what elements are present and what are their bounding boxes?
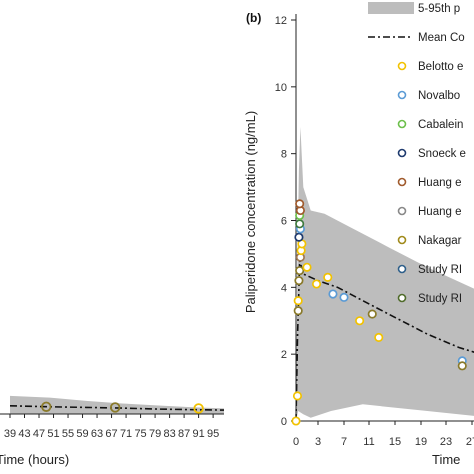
panel-b-x-tick-label: 23: [440, 436, 452, 448]
panel-b-x-tick-label: 11: [363, 436, 374, 448]
panel-b-y-tick-label: 0: [281, 416, 287, 428]
panel-b-y-tick-label: 10: [275, 82, 287, 94]
panel-a-observed-point: [109, 402, 121, 413]
panel-b-observed-point: [355, 316, 365, 326]
panel-b-observed-point: [323, 272, 333, 282]
panel-b-observed-point: [311, 279, 322, 289]
panel-b-observed-point: [457, 361, 467, 371]
panel-b-x-tick-label: 15: [389, 436, 401, 448]
panel-a-x-tick-label: 63: [91, 428, 103, 440]
panel-b-y-tick-label: 4: [281, 282, 287, 294]
panel-b-y-tick-label: 6: [281, 216, 287, 228]
panel-b-observed-point: [293, 306, 303, 316]
panel-b-x-tick-label: 19: [415, 436, 427, 448]
legend-marker-swatch: [397, 235, 407, 245]
panel-b-ylabel: Paliperidone concentration (ng/mL): [243, 111, 258, 313]
panel-a-x-tick-label: 51: [47, 428, 59, 440]
panel-b-observed-point: [295, 219, 305, 229]
panel-a-x-tick-label: 47: [33, 428, 45, 440]
panel-b-xlabel: Time: [432, 452, 460, 467]
legend-entry-label: Study RI: [418, 264, 462, 276]
legend-entry-label: Nakagar: [418, 235, 462, 247]
panel-a-x-tick-label: 83: [163, 428, 175, 440]
legend-marker-swatch: [397, 61, 407, 71]
panel-b-observed-point: [291, 416, 301, 426]
panel-b: 0 2 4 6 8 10 12 0 3 7 11 15 19 23 27 5-95th p Mean Co Bel…: [275, 2, 474, 448]
panel-b-observed-point: [294, 232, 304, 242]
panel-b-y-tick-label: 12: [275, 15, 287, 27]
legend-marker-swatch: [397, 90, 407, 100]
panel-b-x-tick-label: 7: [341, 436, 347, 448]
panel-b-y-tick-label: 8: [281, 149, 287, 161]
legend-marker-swatch: [397, 177, 407, 187]
panel-b-label: (b): [246, 11, 261, 25]
panel-b-observed-point: [295, 266, 305, 276]
panel-b-observed-point: [302, 262, 312, 272]
panel-b-observed-point: [328, 289, 338, 299]
panel-a-x-tick-label: 79: [149, 428, 161, 440]
panel-b-observed-point: [374, 332, 384, 343]
panel-b-mean-line: [295, 260, 474, 422]
panel-b-observed-point: [367, 309, 377, 319]
panel-a-observed-point: [41, 401, 52, 412]
panel-a-x-tick-label: 55: [62, 428, 74, 440]
legend-entry-label: 5-95th p: [418, 3, 460, 15]
legend-marker-swatch: [397, 206, 407, 216]
legend-marker-swatch: [397, 148, 407, 158]
panel-a-x-tick-label: 43: [18, 428, 30, 440]
legend-marker-swatch: [397, 293, 407, 303]
panel-a-x-tick-label: 67: [105, 428, 117, 440]
panel-a-x-tick-label: 95: [207, 428, 219, 440]
legend-entry-label: Huang e: [418, 177, 461, 189]
legend-band-swatch: [368, 2, 414, 14]
panel-b-x-tick-label: 27: [466, 436, 474, 448]
panel-b-percentile-band: [296, 126, 474, 421]
panel-b-observed-point: [339, 292, 349, 302]
legend-marker-swatch: [397, 119, 407, 129]
panel-a-x-tick-label: 39: [4, 428, 16, 440]
panel-b-observed-point: [292, 391, 303, 401]
legend-entry-label: Novalbo: [418, 90, 460, 102]
legend-entry-label: Mean Co: [418, 32, 465, 44]
panel-b-legend: 5-95th p Mean Co Belotto e Novalbo Cabalein S…: [368, 2, 466, 305]
panel-b-observed-point: [295, 199, 305, 209]
panel-b-observed-point: [293, 296, 303, 306]
panel-b-y-tick-label: 2: [281, 349, 287, 361]
panel-b-x-tick-label: 3: [315, 436, 321, 448]
legend-entry-label: Snoeck e: [418, 148, 466, 160]
panel-a-x-tick-label: 75: [134, 428, 146, 440]
panel-b-observed-point: [294, 276, 304, 286]
panel-a: 39 43 47 51 55 59 63 67 71 75 79 83 87 91 95: [0, 395, 225, 440]
panel-a-x-tick-label: 59: [76, 428, 88, 440]
legend-entry-label: Belotto e: [418, 61, 463, 73]
legend-entry-label: Huang e: [418, 206, 461, 218]
panel-a-observed-point: [193, 403, 204, 414]
legend-marker-swatch: [397, 264, 407, 274]
panel-a-x-tick-label: 71: [120, 428, 132, 440]
panel-a-x-tick-label: 91: [192, 428, 204, 440]
panel-a-xlabel: Time (hours): [0, 452, 69, 467]
legend-entry-label: Cabalein: [418, 119, 463, 131]
legend-entry-label: Study RI: [418, 293, 462, 305]
panel-b-x-tick-label: 0: [293, 436, 299, 448]
panel-a-x-tick-label: 87: [178, 428, 190, 440]
